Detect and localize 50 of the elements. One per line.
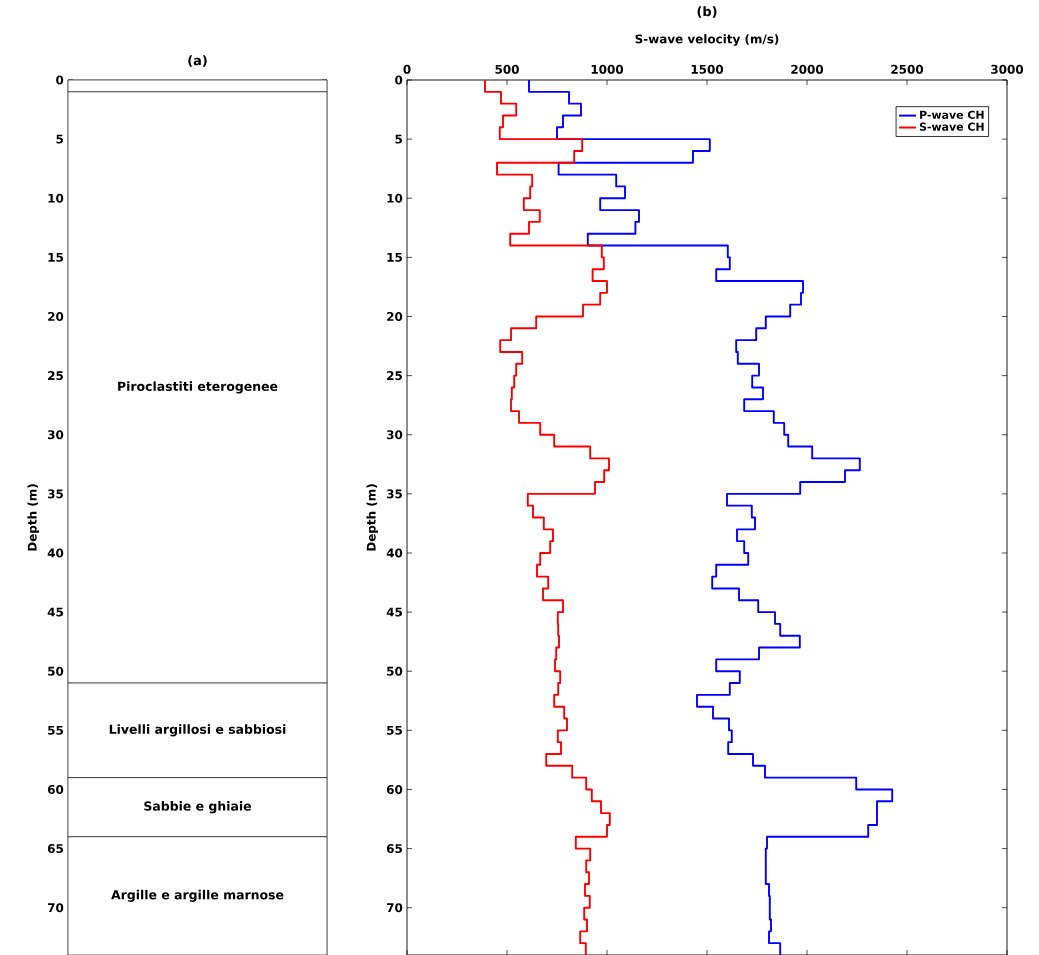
y-tick-label: 0 [56, 75, 64, 85]
y-tick-label: 60 [386, 784, 403, 794]
legend-label: P-wave CH [920, 110, 984, 119]
y-tick-label: 5 [395, 134, 402, 144]
y-tick-label: 20 [387, 311, 403, 321]
chart-title: (a) [188, 55, 207, 67]
y-tick-label: 50 [387, 666, 403, 676]
y-tick-label: 55 [48, 725, 63, 735]
y-tick-label: 55 [387, 725, 402, 735]
line-series [528, 79, 894, 955]
y-tick-label: 30 [386, 429, 403, 440]
y-tick-label: 70 [386, 902, 403, 913]
series-label: Sabbie e ghiaie [144, 800, 252, 814]
y-tick-label: 45 [386, 607, 402, 617]
series-label: Argille e argille marnose [111, 889, 284, 902]
y-tick-label: 10 [387, 193, 403, 203]
y-tick-label: 45 [47, 607, 63, 617]
y-tick-label: 40 [386, 548, 403, 558]
y-tick-label: 0 [395, 75, 403, 85]
y-axis-title: Depth (m) [366, 484, 379, 551]
y-tick-label: 20 [48, 311, 64, 321]
y-tick-label: 70 [47, 902, 64, 913]
x-tick-label: 3000 [991, 64, 1024, 74]
x-tick-label: 500 [495, 64, 519, 74]
y-tick-label: 25 [387, 370, 402, 380]
y-tick-label: 15 [387, 252, 402, 262]
series-label: Livelli argillosi e sabbiosi [109, 724, 286, 737]
x-tick-label: 1500 [691, 64, 724, 74]
y-tick-label: 25 [48, 370, 63, 380]
y-tick-label: 35 [386, 489, 402, 499]
y-tick-label: 35 [47, 489, 63, 499]
y-tick-label: 40 [47, 548, 64, 558]
x-tick-label: 2500 [891, 64, 924, 74]
y-axis-title: Depth (m) [27, 484, 40, 551]
y-tick-label: 65 [386, 843, 402, 853]
chart-title: (b) [697, 6, 717, 18]
x-tick-label: 2000 [791, 64, 824, 74]
y-tick-label: 30 [47, 429, 64, 440]
x-tick-label: 1000 [591, 64, 624, 74]
legend-label: S-wave CH [919, 122, 984, 131]
line-series [484, 79, 611, 955]
y-tick-label: 50 [48, 666, 64, 676]
y-tick-label: 60 [47, 784, 64, 794]
y-tick-label: 65 [47, 843, 63, 853]
x-tick-label: 0 [403, 64, 411, 74]
y-tick-label: 15 [48, 252, 63, 262]
y-tick-label: 5 [56, 134, 63, 144]
x-axis-title: S-wave velocity (m/s) [635, 33, 779, 46]
series-label: Piroclastiti eterogenee [118, 381, 278, 394]
y-tick-label: 10 [48, 193, 64, 203]
